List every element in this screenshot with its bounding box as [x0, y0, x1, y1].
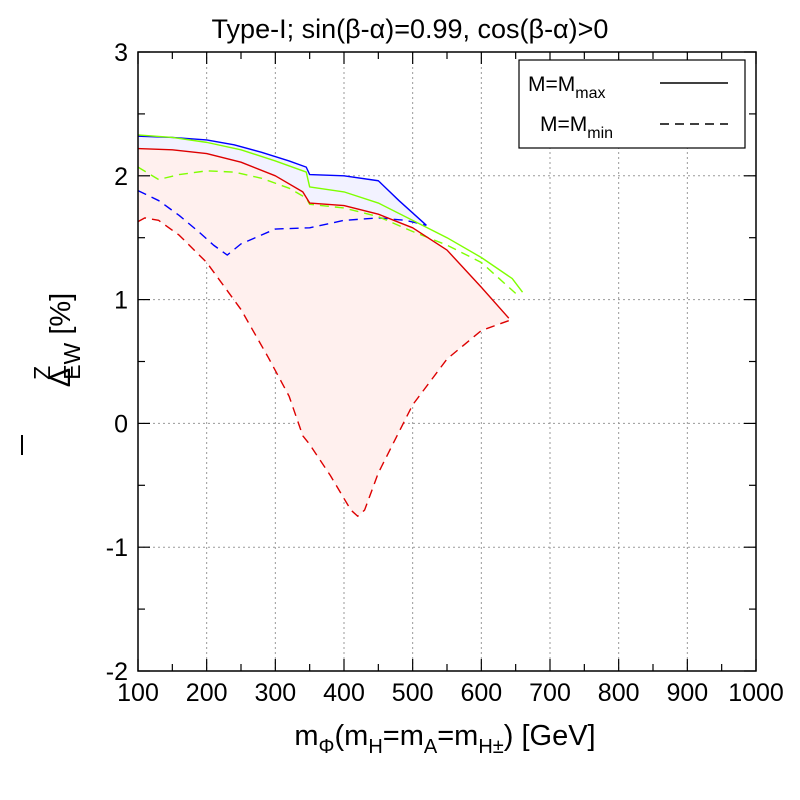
red-band [138, 148, 509, 517]
legend-label-min: M=Mmin [540, 113, 613, 142]
y-axis-label-sup: Z [29, 366, 55, 380]
series-green-min [137, 166, 517, 294]
x-axis-label-sub3: H± [478, 736, 503, 758]
x-tick-label: 300 [254, 679, 296, 707]
x-tick-label: 1000 [728, 679, 784, 707]
chart-title: Type-I; sin(β-α)=0.99, cos(β-α)>0 [212, 14, 609, 44]
legend-label-min-sub: min [587, 125, 613, 142]
tick-labels: 100 200 300 400 500 600 700 800 900 1000 -2 -1 0 1 2 3 [106, 39, 784, 707]
series-blue-max [137, 135, 427, 226]
series-blue-min [137, 190, 427, 256]
y-axis-label-delta: Δ [45, 368, 77, 387]
legend-label-max-base: M=M [528, 73, 575, 96]
legend-label-min-base: M=M [540, 113, 587, 136]
y-axis-label-unit: [%] [45, 293, 77, 343]
legend-box [518, 59, 746, 149]
y-tick-label: 3 [114, 39, 128, 67]
series-red-max [137, 147, 510, 319]
series [137, 134, 524, 517]
x-axis-label-main: m [294, 720, 318, 752]
y-tick-label: 2 [114, 163, 128, 191]
series-red-min [137, 217, 510, 517]
y-axis-label: ΔZ EW [%] [21, 293, 85, 455]
y-tick-label: -2 [106, 658, 128, 686]
y-tick-label: 1 [114, 287, 128, 315]
series-green-max [137, 134, 524, 293]
bands [138, 136, 509, 517]
legend-label-max-sub: max [575, 85, 605, 102]
x-axis-label-eq2: =m [437, 720, 478, 752]
x-tick-label: 900 [666, 679, 708, 707]
legend: M=Mmax M=Mmin [518, 59, 746, 149]
x-tick-label: 200 [186, 679, 228, 707]
y-tick-label: -1 [106, 534, 128, 562]
x-axis-label-eq1: =m [383, 720, 424, 752]
x-axis-label-main-sub: Φ [319, 736, 335, 758]
y-tick-label: 0 [114, 410, 128, 438]
ticks [137, 51, 757, 672]
x-tick-label: 600 [460, 679, 502, 707]
y-axis-label-sub: EW [59, 342, 85, 379]
x-axis-label-sub2: A [424, 736, 438, 758]
x-tick-label: 800 [598, 679, 640, 707]
grid [138, 52, 756, 671]
legend-label-max: M=Mmax [528, 73, 605, 102]
x-axis-label-unit: ) [GeV] [504, 720, 596, 752]
x-axis-label-sub1: H [368, 736, 382, 758]
x-tick-label: 100 [117, 679, 159, 707]
x-tick-label: 500 [392, 679, 434, 707]
x-axis-label: mΦ(mH=mA=mH±) [GeV] [294, 720, 595, 758]
x-axis-label-paren: (m [335, 720, 369, 752]
x-tick-label: 400 [323, 679, 365, 707]
x-tick-label: 700 [529, 679, 571, 707]
